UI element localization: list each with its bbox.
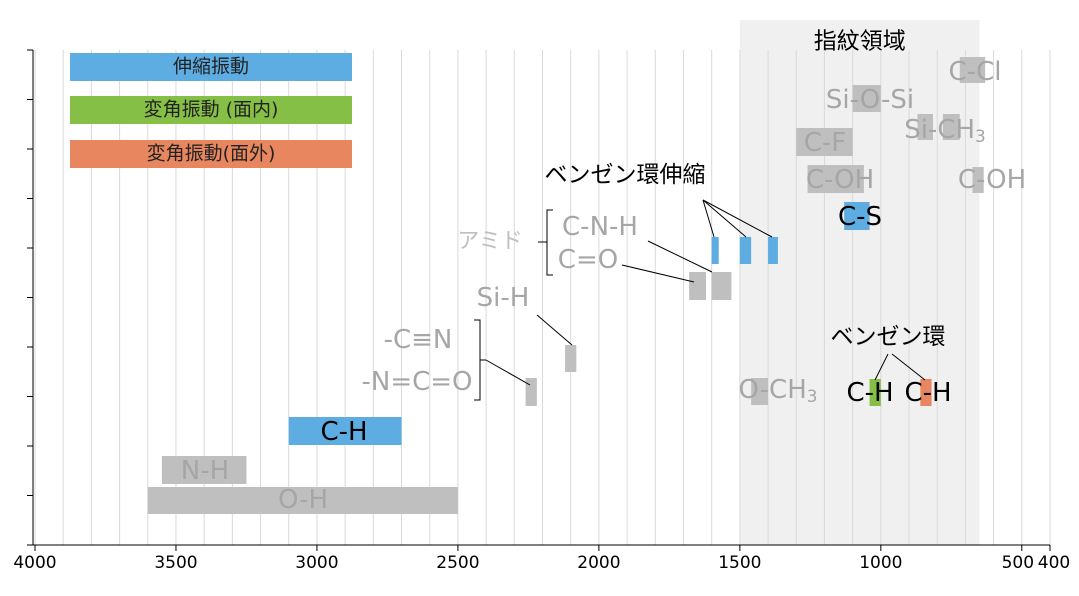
annotation-label: ベンゼン環 bbox=[831, 324, 946, 350]
annotation-label: ベンゼン環伸縮 bbox=[545, 162, 706, 188]
label-text: Si-H bbox=[477, 283, 530, 313]
connector bbox=[647, 240, 713, 273]
annotation-label: C-H bbox=[320, 417, 367, 447]
label-text: C=O bbox=[558, 245, 618, 275]
x-tick-label: 500 bbox=[1002, 553, 1034, 573]
band bbox=[852, 85, 881, 112]
label-text: O-CH bbox=[738, 375, 806, 405]
label-text: C-H bbox=[846, 378, 893, 408]
connector bbox=[702, 199, 715, 238]
connector bbox=[891, 353, 926, 381]
label-text: Si-O-Si bbox=[826, 85, 914, 115]
annotation-label: -C≡N bbox=[384, 325, 453, 355]
label-text: -N=C=O bbox=[361, 367, 472, 397]
x-tick-label: 3000 bbox=[295, 553, 338, 573]
label-text: C-H bbox=[320, 417, 367, 447]
legend-swatch bbox=[70, 53, 352, 81]
annotation-label: Si-CH3 bbox=[904, 115, 986, 147]
legend-swatch bbox=[70, 140, 352, 168]
annotation-label: C-H bbox=[846, 378, 893, 408]
band bbox=[147, 487, 458, 514]
band bbox=[751, 378, 769, 405]
band bbox=[796, 128, 853, 156]
annotation-label: C-S bbox=[838, 202, 882, 232]
x-tick-label: 3500 bbox=[154, 553, 197, 573]
annotation-label: C=O bbox=[558, 245, 618, 275]
annotation-label: C-OH bbox=[958, 165, 1026, 195]
band bbox=[711, 272, 732, 300]
label-text: C-OH bbox=[806, 165, 874, 195]
legend-label: 変角振動(面外) bbox=[147, 143, 276, 165]
band bbox=[959, 57, 986, 83]
connector bbox=[874, 353, 889, 381]
band bbox=[565, 345, 577, 372]
band bbox=[972, 167, 984, 193]
label-text: -C≡N bbox=[384, 325, 453, 355]
legend-label: 伸縮振動 bbox=[173, 56, 249, 78]
annotation-label: C-OH bbox=[806, 165, 874, 195]
connector bbox=[485, 359, 531, 386]
connector bbox=[702, 199, 747, 238]
label-text: C-F bbox=[804, 128, 847, 158]
band bbox=[807, 165, 864, 193]
label-text: ベンゼン環伸縮 bbox=[545, 162, 706, 188]
label-text: ベンゼン環 bbox=[831, 324, 946, 350]
label-text: C-Cl bbox=[949, 57, 1002, 87]
label-text: C-H bbox=[904, 378, 951, 408]
band bbox=[161, 456, 247, 484]
label-text: C-S bbox=[838, 202, 882, 232]
label-text: C-N-H bbox=[562, 212, 638, 242]
band bbox=[942, 114, 960, 140]
connector bbox=[536, 314, 573, 346]
x-tick-label: 2000 bbox=[577, 553, 620, 573]
label-subscript: 3 bbox=[807, 386, 818, 406]
annotation-label: Si-H bbox=[477, 283, 530, 313]
band bbox=[920, 379, 932, 406]
bracket bbox=[538, 209, 553, 276]
annotation-label: Si-O-Si bbox=[826, 85, 914, 115]
connector bbox=[702, 199, 773, 238]
label-text: N-H bbox=[181, 456, 229, 486]
label-text: C-OH bbox=[958, 165, 1026, 195]
band bbox=[525, 378, 537, 406]
label-text: O-H bbox=[278, 485, 328, 515]
label-text: Si-CH bbox=[904, 115, 975, 145]
annotation-label: O-H bbox=[278, 485, 328, 515]
x-tick-label: 1500 bbox=[718, 553, 761, 573]
x-tick-label: 1000 bbox=[859, 553, 902, 573]
annotation-label: N-H bbox=[181, 456, 229, 486]
annotation-label: C-F bbox=[804, 128, 847, 158]
label-text: アミド bbox=[457, 229, 523, 254]
annotation-label: -N=C=O bbox=[361, 367, 472, 397]
legend-label: 変角振動 (面内) bbox=[144, 99, 279, 121]
band bbox=[711, 237, 719, 264]
band bbox=[844, 202, 870, 230]
annotation-lines bbox=[474, 199, 926, 401]
band bbox=[917, 114, 933, 140]
annotation-label: C-Cl bbox=[949, 57, 1002, 87]
region-label: 指紋領域 bbox=[814, 29, 906, 55]
bracket bbox=[474, 319, 486, 401]
background-layer: 指紋領域 4000 3500 3000 2500 2000 1500 1000 500 400 伸縮… bbox=[13, 20, 1070, 573]
annotation-label: O-CH3 bbox=[738, 375, 817, 407]
connector bbox=[621, 264, 695, 283]
x-tick-label: 2500 bbox=[436, 553, 479, 573]
label-subscript: 3 bbox=[975, 126, 986, 146]
band bbox=[768, 237, 778, 264]
annotation-label: C-N-H bbox=[562, 212, 638, 242]
x-tick-label: 4000 bbox=[13, 553, 56, 573]
band bbox=[689, 272, 707, 300]
band bbox=[288, 417, 402, 445]
band bbox=[869, 379, 881, 406]
band bbox=[739, 237, 752, 264]
legend-swatch bbox=[70, 96, 352, 124]
x-tick-label: 400 bbox=[1038, 553, 1070, 573]
annotation-label: C-H bbox=[904, 378, 951, 408]
annotation-label: アミド bbox=[457, 229, 523, 254]
